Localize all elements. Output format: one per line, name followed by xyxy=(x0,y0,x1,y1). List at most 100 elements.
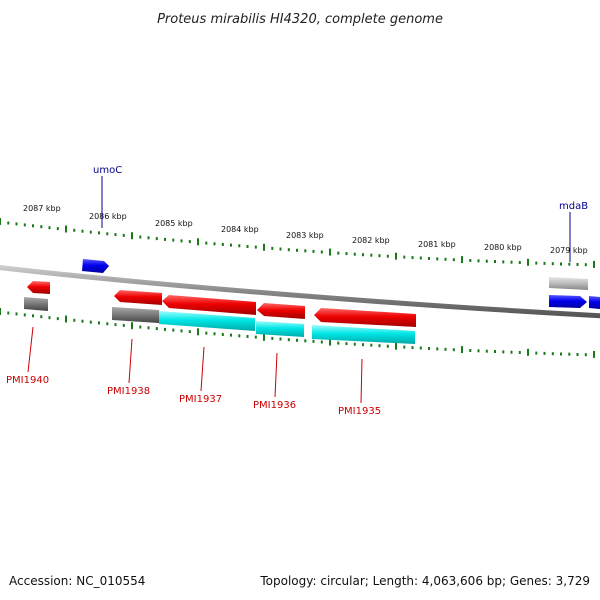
minor-tick xyxy=(403,345,406,349)
minor-tick xyxy=(73,228,76,232)
minor-tick xyxy=(370,253,373,257)
minor-tick xyxy=(7,311,10,315)
scale-label: 2081 kbp xyxy=(418,240,456,249)
minor-tick xyxy=(551,352,554,356)
gene-label-PMI1938[interactable]: PMI1938 xyxy=(107,386,150,397)
minor-tick xyxy=(81,319,84,323)
minor-tick xyxy=(337,341,340,345)
gene-forward-edge[interactable] xyxy=(589,296,600,309)
gene-label-PMI1940[interactable]: PMI1940 xyxy=(6,375,49,386)
minor-tick xyxy=(477,259,480,263)
minor-tick xyxy=(502,350,505,354)
minor-tick xyxy=(535,351,538,355)
major-tick xyxy=(65,315,67,323)
minor-tick xyxy=(411,256,414,260)
gene-umoC[interactable] xyxy=(82,259,109,273)
minor-tick xyxy=(15,222,18,226)
minor-tick xyxy=(287,338,290,342)
outer-scale-ring xyxy=(0,218,595,268)
major-tick xyxy=(65,225,67,233)
major-tick xyxy=(263,243,265,251)
minor-tick xyxy=(518,351,521,354)
minor-tick xyxy=(89,230,92,234)
gene-PMI1938[interactable] xyxy=(114,290,162,305)
pseudo-PMI1938[interactable] xyxy=(112,307,159,323)
scale-label: 2080 kbp xyxy=(484,243,522,252)
minor-tick xyxy=(139,325,142,329)
minor-tick xyxy=(89,320,92,324)
rna-PMI1935[interactable] xyxy=(312,325,415,344)
major-tick xyxy=(527,258,529,266)
forward-strand-features xyxy=(82,259,600,309)
minor-tick xyxy=(180,329,183,333)
gene-label-PMI1935[interactable]: PMI1935 xyxy=(338,406,381,417)
minor-tick xyxy=(23,313,26,317)
major-tick xyxy=(395,252,397,260)
major-tick xyxy=(263,333,265,341)
minor-tick xyxy=(411,346,414,350)
gene-label-PMI1936[interactable]: PMI1936 xyxy=(253,400,296,411)
rna-PMI1937[interactable] xyxy=(159,311,255,331)
minor-tick xyxy=(188,330,191,334)
gene-PMI1936[interactable] xyxy=(257,303,305,319)
gene-label-umoC[interactable]: umoC xyxy=(93,165,122,176)
minor-tick xyxy=(353,342,356,346)
minor-tick xyxy=(444,257,447,261)
minor-tick xyxy=(362,253,364,257)
gene-forward-right[interactable] xyxy=(549,295,587,308)
minor-tick xyxy=(271,336,274,340)
gene-PMI1940[interactable] xyxy=(27,281,50,294)
minor-tick xyxy=(386,254,389,258)
minor-tick xyxy=(155,327,158,331)
minor-tick xyxy=(254,245,257,249)
minor-tick xyxy=(114,323,117,327)
minor-tick xyxy=(419,346,422,350)
minor-tick xyxy=(428,257,430,260)
minor-tick xyxy=(378,344,381,348)
major-tick xyxy=(461,346,463,354)
gene-PMI1935[interactable] xyxy=(314,308,416,327)
minor-tick xyxy=(32,224,34,228)
pseudo-PMI1940[interactable] xyxy=(24,297,48,311)
minor-tick xyxy=(518,261,521,264)
minor-tick xyxy=(452,348,455,352)
minor-tick xyxy=(56,317,59,321)
minor-tick xyxy=(543,351,546,355)
gene-label-PMI1937[interactable]: PMI1937 xyxy=(179,394,222,405)
scale-label: 2086 kbp xyxy=(89,212,127,221)
scale-labels: 2087 kbp 2086 kbp 2085 kbp 2084 kbp 2083… xyxy=(23,204,588,255)
minor-tick xyxy=(304,249,307,253)
minor-tick xyxy=(188,240,191,244)
minor-tick xyxy=(287,248,290,252)
gene-label-mdaB[interactable]: mdaB xyxy=(559,201,588,212)
minor-tick xyxy=(40,225,43,229)
minor-tick xyxy=(576,263,579,266)
minor-tick xyxy=(180,239,183,243)
minor-tick xyxy=(477,349,480,353)
inner-scale-ring xyxy=(0,308,595,358)
minor-tick xyxy=(238,244,241,248)
leader-line xyxy=(360,358,363,404)
minor-tick xyxy=(139,235,142,239)
gene-PMI1937[interactable] xyxy=(162,295,256,315)
minor-tick xyxy=(370,343,373,347)
rna-PMI1936[interactable] xyxy=(256,321,304,337)
minor-tick xyxy=(81,229,84,233)
scale-label: 2079 kbp xyxy=(550,246,588,255)
minor-tick xyxy=(568,262,571,266)
minor-tick xyxy=(279,337,282,341)
minor-tick xyxy=(543,261,546,265)
minor-tick xyxy=(485,349,488,353)
minor-tick xyxy=(337,251,340,255)
gene-mdaB-pseudo[interactable] xyxy=(549,277,588,290)
reverse-strand-features xyxy=(24,281,416,344)
minor-tick xyxy=(494,260,496,263)
scale-label: 2084 kbp xyxy=(221,225,259,234)
scale-label: 2083 kbp xyxy=(286,231,324,240)
minor-tick xyxy=(386,344,389,348)
minor-tick xyxy=(576,353,579,356)
minor-tick xyxy=(164,327,166,331)
minor-tick xyxy=(23,223,26,227)
major-tick xyxy=(329,248,331,256)
